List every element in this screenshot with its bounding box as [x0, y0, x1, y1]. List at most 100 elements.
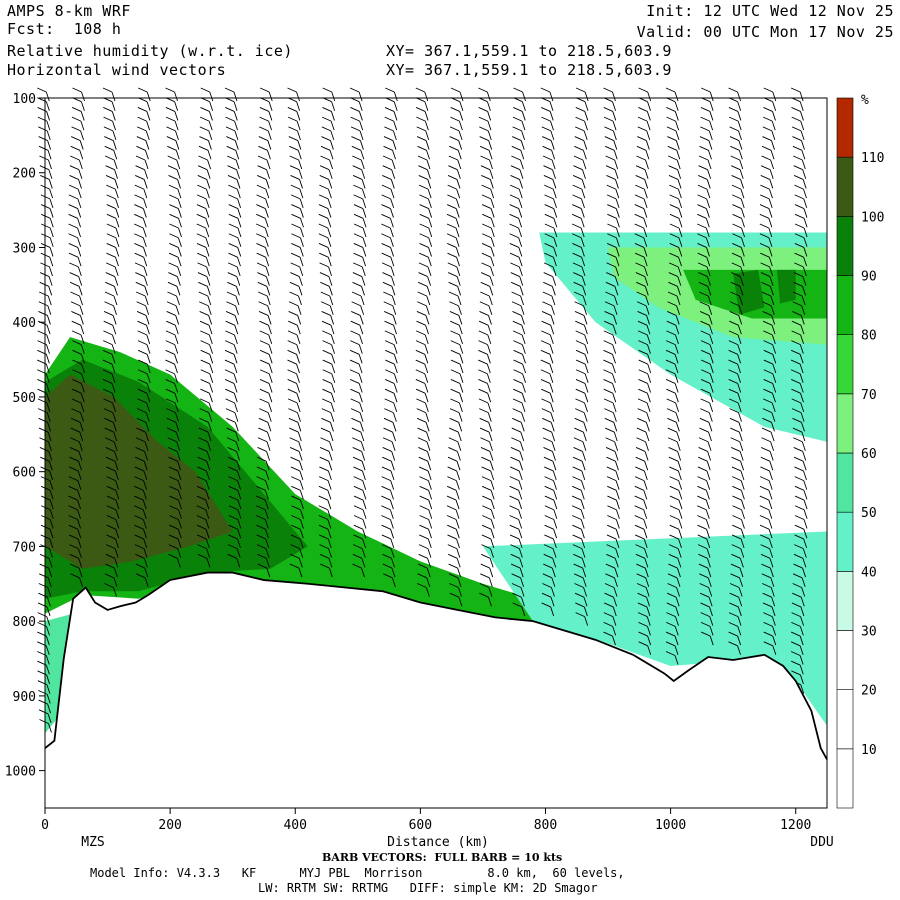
- barb-flag: [168, 544, 178, 550]
- barb-shaft: [209, 111, 213, 121]
- barb-shaft: [490, 538, 495, 549]
- barb-flag: [669, 233, 680, 239]
- barb-shaft: [236, 461, 241, 471]
- barb-shaft: [615, 208, 620, 218]
- barb-flag: [257, 553, 267, 559]
- barb-flag: [728, 330, 739, 336]
- barb-flag: [41, 233, 51, 239]
- barb-shaft: [644, 548, 648, 558]
- barb-flag: [478, 359, 488, 365]
- barb-shaft: [458, 597, 463, 607]
- barb-flag: [415, 388, 426, 394]
- barb-flag: [449, 136, 459, 141]
- barb-shaft: [643, 499, 648, 510]
- barb-flag: [540, 359, 551, 365]
- barb-flag: [790, 359, 801, 365]
- barb-flag: [509, 233, 519, 239]
- barb-flag: [105, 262, 116, 268]
- barb-flag: [732, 204, 742, 209]
- barb-flag: [165, 369, 175, 375]
- barb-flag: [573, 272, 583, 278]
- barb-flag: [762, 311, 772, 316]
- barb-flag: [544, 184, 554, 190]
- barb-shaft: [47, 295, 52, 306]
- barb-flag: [196, 515, 207, 520]
- barb-shaft: [426, 577, 431, 587]
- barb-shaft: [772, 635, 777, 646]
- barb-shaft: [457, 441, 462, 451]
- barb-shaft: [142, 227, 147, 238]
- barb-shaft: [584, 101, 589, 111]
- barb-flag: [669, 534, 679, 540]
- barb-shaft: [741, 519, 745, 529]
- barb-shaft: [487, 383, 491, 393]
- plot-frame: [44, 97, 828, 809]
- barb-flag: [258, 417, 269, 423]
- barb-flag: [72, 388, 82, 394]
- barb-shaft: [331, 363, 336, 374]
- barb-shaft: [47, 587, 52, 597]
- barb-shaft: [46, 616, 51, 626]
- barb-flag: [167, 165, 178, 171]
- barb-shaft: [80, 130, 84, 140]
- barb-shaft: [299, 266, 304, 277]
- barb-shaft: [768, 198, 773, 209]
- barb-shaft: [115, 519, 120, 529]
- barb-shaft: [143, 548, 148, 558]
- barb-shaft: [580, 499, 585, 510]
- barb-flag: [385, 369, 395, 375]
- barb-shaft: [802, 179, 807, 189]
- barb-shaft: [771, 422, 775, 432]
- barb-flag: [318, 524, 329, 530]
- barb-shaft: [235, 305, 239, 315]
- barb-flag: [794, 243, 805, 248]
- barb-flag: [350, 408, 361, 414]
- barb-shaft: [550, 412, 555, 422]
- barb-flag: [450, 369, 461, 375]
- barb-flag: [638, 340, 648, 346]
- barb-shaft: [264, 509, 269, 519]
- barb-flag: [68, 204, 78, 209]
- barb-flag: [794, 223, 805, 229]
- barb-flag: [417, 427, 427, 433]
- barb-shaft: [737, 616, 742, 626]
- barb-flag: [291, 204, 301, 209]
- barb-shaft: [358, 91, 363, 102]
- barb-shaft: [737, 645, 741, 655]
- barb-flag: [794, 505, 805, 511]
- barb-flag: [224, 369, 235, 375]
- barb-shaft: [205, 519, 210, 529]
- barb-flag: [288, 136, 299, 141]
- barb-flag: [321, 301, 331, 307]
- barb-flag: [167, 281, 178, 287]
- barb-shaft: [612, 393, 617, 403]
- barb-shaft: [801, 431, 806, 442]
- barb-flag: [761, 437, 771, 443]
- colorbar-swatch: [836, 156, 854, 217]
- barb-shaft: [709, 635, 714, 646]
- barb-shaft: [522, 354, 526, 364]
- barb-flag: [481, 456, 491, 462]
- barb-shaft: [675, 334, 679, 345]
- barb-shaft: [737, 91, 741, 102]
- barb-flag: [257, 165, 267, 171]
- barb-shaft: [237, 509, 242, 519]
- barb-flag: [575, 330, 585, 336]
- barb-flag: [104, 583, 114, 588]
- barb-flag: [668, 272, 679, 278]
- barb-flag: [478, 107, 488, 112]
- barb-flag: [383, 311, 394, 316]
- barb-shaft: [424, 383, 429, 393]
- barb-flag: [228, 505, 239, 511]
- barb-shaft: [236, 169, 241, 179]
- barb-flag: [698, 437, 709, 443]
- barb-shaft: [799, 383, 804, 393]
- barb-shaft: [581, 266, 586, 277]
- barb-shaft: [359, 130, 364, 140]
- barb-shaft: [233, 373, 238, 383]
- barb-shaft: [299, 237, 304, 247]
- barb-flag: [699, 573, 709, 579]
- barb-shaft: [675, 412, 680, 422]
- barb-shaft: [553, 247, 558, 257]
- x-tick-label: 1000: [655, 818, 686, 833]
